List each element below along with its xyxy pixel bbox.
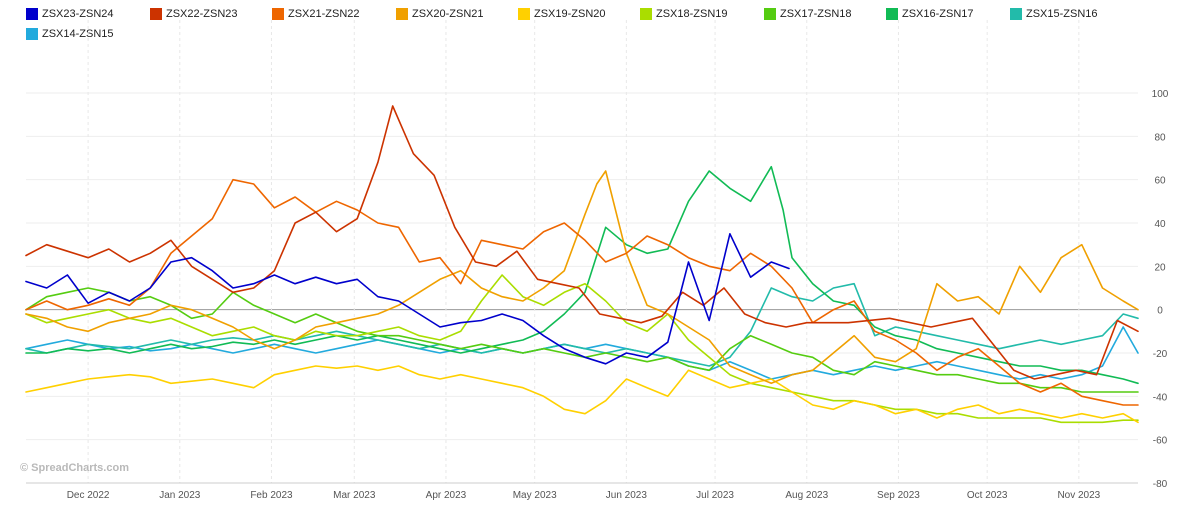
x-tick-label: Nov 2023 <box>1057 490 1100 501</box>
axes: 100 80 60 40 20 0 -20 -40 -60 -80 Dec 2022 Jan 2023… <box>26 89 1169 501</box>
legend-item[interactable]: ZSX19-ZSN20 <box>518 6 636 22</box>
legend-item[interactable]: ZSX15-ZSN16 <box>1010 6 1128 22</box>
series-line <box>25 287 1139 393</box>
legend-label: ZSX22-ZSN23 <box>166 8 238 20</box>
series-line <box>25 170 1139 385</box>
legend-label: ZSX14-ZSN15 <box>42 28 114 40</box>
legend-label: ZSX20-ZSN21 <box>412 8 484 20</box>
legend-item[interactable]: ZSX20-ZSN21 <box>396 6 514 22</box>
gridlines <box>26 20 1138 484</box>
legend-label: ZSX23-ZSN24 <box>42 8 114 20</box>
legend-label: ZSX16-ZSN17 <box>902 8 974 20</box>
legend-swatch <box>764 8 776 20</box>
legend-label: ZSX21-ZSN22 <box>288 8 360 20</box>
y-tick-label: -20 <box>1153 349 1168 360</box>
y-tick-label: -40 <box>1153 392 1168 403</box>
y-tick-label: 40 <box>1154 219 1166 230</box>
legend-swatch <box>272 8 284 20</box>
series-line <box>25 165 1139 385</box>
legend-swatch <box>26 8 38 20</box>
legend-swatch <box>886 8 898 20</box>
legend-item[interactable]: ZSX17-ZSN18 <box>764 6 882 22</box>
series-line <box>25 365 1139 424</box>
series-line <box>25 282 1139 367</box>
x-tick-label: Jul 2023 <box>696 490 734 501</box>
legend-item[interactable]: ZSX21-ZSN22 <box>272 6 390 22</box>
legend-item[interactable]: ZSX22-ZSN23 <box>150 6 268 22</box>
x-tick-label: Oct 2023 <box>967 490 1008 501</box>
x-tick-label: Jun 2023 <box>606 490 648 501</box>
x-tick-label: Aug 2023 <box>785 490 828 501</box>
legend-label: ZSX19-ZSN20 <box>534 8 606 20</box>
y-tick-label: 100 <box>1152 89 1169 100</box>
y-tick-label: 80 <box>1154 132 1166 143</box>
legend-item[interactable]: ZSX18-ZSN19 <box>640 6 758 22</box>
series-line <box>25 274 1139 424</box>
series-line <box>25 105 1139 380</box>
legend-label: ZSX17-ZSN18 <box>780 8 852 20</box>
y-tick-label: -60 <box>1153 436 1168 447</box>
x-tick-label: May 2023 <box>513 490 557 501</box>
legend-swatch <box>150 8 162 20</box>
legend-item[interactable]: ZSX14-ZSN15 <box>26 26 144 42</box>
x-tick-label: Jan 2023 <box>159 490 201 501</box>
y-tick-label: 60 <box>1154 176 1166 187</box>
y-tick-label: 0 <box>1157 306 1163 317</box>
x-tick-label: Mar 2023 <box>333 490 376 501</box>
legend-swatch <box>518 8 530 20</box>
x-tick-label: Apr 2023 <box>426 490 467 501</box>
legend-swatch <box>396 8 408 20</box>
y-tick-label: -80 <box>1153 479 1168 490</box>
legend-swatch <box>640 8 652 20</box>
legend-label: ZSX18-ZSN19 <box>656 8 728 20</box>
series-line <box>25 233 790 365</box>
legend-label: ZSX15-ZSN16 <box>1026 8 1098 20</box>
x-tick-label: Feb 2023 <box>250 490 293 501</box>
legend-item[interactable]: ZSX16-ZSN17 <box>886 6 1004 22</box>
series-line <box>25 178 1139 406</box>
legend-item[interactable]: ZSX23-ZSN24 <box>26 6 144 22</box>
x-tick-label: Sep 2023 <box>877 490 920 501</box>
legend-swatch <box>26 28 38 40</box>
x-tick-label: Dec 2022 <box>67 490 110 501</box>
series-lines <box>25 105 1139 424</box>
y-tick-label: 20 <box>1154 262 1166 273</box>
watermark-text: © SpreadCharts.com <box>20 462 129 474</box>
legend-swatch <box>1010 8 1022 20</box>
